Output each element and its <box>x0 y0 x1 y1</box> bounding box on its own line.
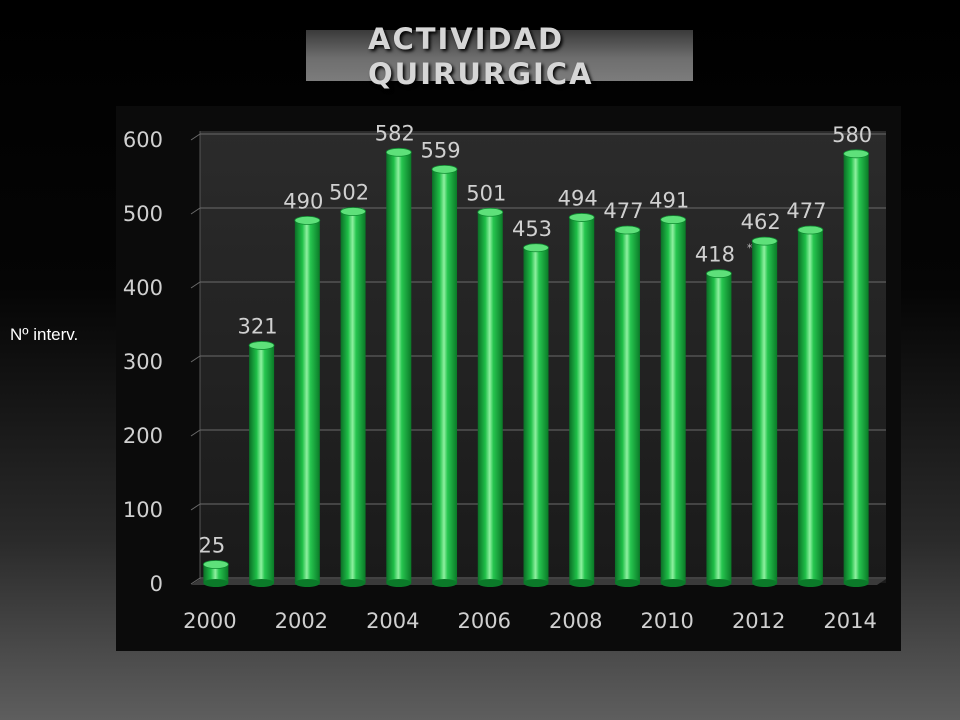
bar <box>432 169 458 583</box>
bar-cap <box>843 149 870 159</box>
gridline-depth <box>190 355 201 363</box>
bar-cap <box>751 236 778 246</box>
bar <box>614 230 640 583</box>
bar-base <box>706 579 732 587</box>
bar <box>523 247 549 583</box>
bar-base <box>249 579 275 587</box>
x-tick-label: 2014 <box>823 609 876 633</box>
title-line-1: ACTIVIDAD <box>368 22 565 56</box>
bar <box>569 217 595 583</box>
bar-base <box>752 579 778 587</box>
bar-cap <box>385 147 412 157</box>
annotation-asterisk: * <box>747 242 753 255</box>
bar-base <box>569 579 595 587</box>
data-label: 559 <box>420 138 460 162</box>
bar-cap <box>706 269 732 279</box>
bar-base <box>203 579 229 587</box>
bar-cap <box>477 207 504 217</box>
bar-cap <box>340 207 366 216</box>
bar-cap <box>294 215 321 225</box>
x-tick-label: 2010 <box>640 609 693 633</box>
bar <box>843 153 869 584</box>
bar <box>340 211 366 583</box>
title-banner <box>306 30 693 81</box>
gridline-depth <box>190 503 201 511</box>
y-tick-label: 0 <box>150 572 163 596</box>
data-label: 501 <box>466 181 506 205</box>
gridline-depth <box>190 281 201 289</box>
bar-base <box>477 579 503 587</box>
bar-cap <box>523 243 549 253</box>
bar-cap <box>202 560 229 569</box>
bar <box>477 212 503 583</box>
bar <box>660 219 686 583</box>
title-line-2: QUIRURGICA <box>368 57 594 91</box>
bar-base <box>340 579 366 587</box>
bar-base <box>523 579 549 587</box>
data-label: 582 <box>375 121 415 145</box>
data-label: 580 <box>832 123 872 147</box>
bar <box>249 345 275 583</box>
bar <box>294 220 320 583</box>
bar-base <box>614 579 640 587</box>
bar <box>706 273 732 583</box>
bar-base <box>843 579 869 587</box>
data-label: 477 <box>603 199 643 223</box>
bar-cap <box>568 213 595 222</box>
x-tick-label: 2008 <box>549 609 602 633</box>
data-label: 462 <box>741 210 781 234</box>
data-label: 321 <box>238 314 278 338</box>
bar-base <box>797 579 823 587</box>
bar-base <box>660 579 686 587</box>
bar-cap <box>431 164 458 174</box>
data-label: 477 <box>786 199 826 223</box>
x-tick-label: 2000 <box>183 609 236 633</box>
bar-cap <box>248 341 275 350</box>
y-tick-label: 200 <box>123 424 163 448</box>
data-label: 494 <box>558 186 598 210</box>
y-tick-label: 100 <box>123 498 163 522</box>
bar-base <box>386 579 412 587</box>
x-tick-label: 2012 <box>732 609 785 633</box>
data-label: 453 <box>512 217 552 241</box>
gridline-depth <box>190 577 201 585</box>
y-tick-label: 600 <box>123 128 163 152</box>
data-label: 491 <box>649 189 689 213</box>
bar-cap <box>614 225 641 235</box>
bar-base <box>294 579 320 587</box>
bar-cap <box>797 225 824 235</box>
x-tick-label: 2004 <box>366 609 419 633</box>
bar <box>752 241 778 583</box>
bar <box>203 564 229 583</box>
x-tick-label: 2006 <box>458 609 511 633</box>
bar-cap <box>660 215 687 225</box>
x-tick-label: 2002 <box>275 609 328 633</box>
data-label: 25 <box>198 534 225 558</box>
y-tick-label: 400 <box>123 276 163 300</box>
chart-title: ACTIVIDAD QUIRURGICA <box>368 22 594 92</box>
gridline-depth <box>190 133 201 141</box>
gridline-depth <box>190 429 201 437</box>
data-label: 418 <box>695 243 735 267</box>
data-label: 490 <box>283 189 323 213</box>
y-tick-label: 500 <box>123 202 163 226</box>
gridline-depth <box>190 207 201 215</box>
y-tick-label: 300 <box>123 350 163 374</box>
bar-base <box>432 579 458 587</box>
bar <box>386 152 412 583</box>
y-axis-label: Nº interv. <box>10 325 79 344</box>
data-label: 502 <box>329 181 369 205</box>
bar <box>797 230 823 583</box>
